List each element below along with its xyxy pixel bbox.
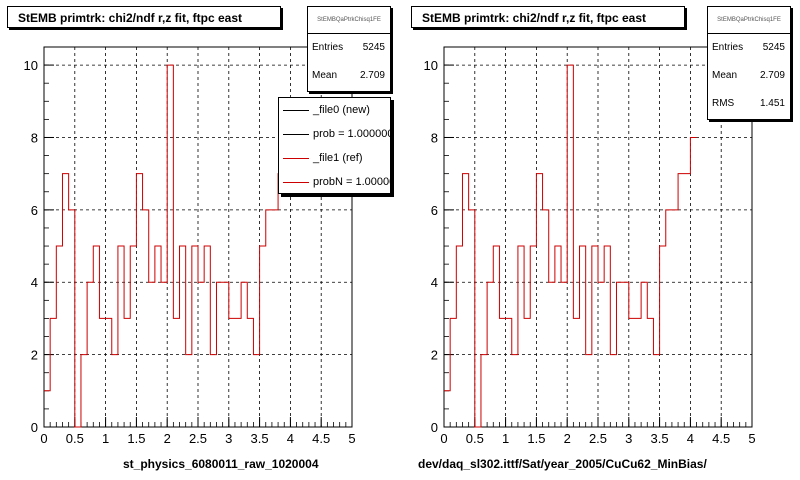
legend-line-prob — [283, 134, 309, 135]
right-chart-title: StEMB primtrk: chi2/ndf r,z fit, ftpc ea… — [411, 6, 685, 28]
left-x-axis-label: st_physics_6080011_raw_1020004 — [123, 457, 319, 471]
right-x-tick-label: 2 — [564, 431, 571, 446]
left-chart-title-text: StEMB primtrk: chi2/ndf r,z fit, ftpc ea… — [18, 11, 243, 25]
left-x-tick-label: 4 — [287, 431, 294, 446]
right-x-tick-label: 2.5 — [589, 431, 607, 446]
right-stats-mean-value: 2.709 — [759, 70, 785, 81]
right-x-tick-label: 4.5 — [712, 431, 730, 446]
right-x-tick-label: 1.5 — [527, 431, 545, 446]
legend-label-file0: _file0 (new) — [313, 104, 370, 116]
left-y-tick-label: 8 — [31, 130, 38, 145]
legend-line-file1 — [283, 158, 309, 159]
right-histogram-series — [444, 64, 697, 428]
right-x-axis-label: dev/daq_sl302.ittf/Sat/year_2005/CuCu62_… — [418, 457, 707, 471]
right-y-tick-label: 8 — [431, 130, 438, 145]
left-x-tick-label: 1.5 — [127, 431, 145, 446]
right-stats-mean-label: Mean — [712, 70, 738, 81]
left-stats-mean-row: Mean 2.709 — [308, 62, 390, 90]
left-x-tick-label: 2.5 — [189, 431, 207, 446]
left-y-tick-label: 10 — [24, 58, 38, 73]
legend-label-file1: _file1 (ref) — [313, 152, 363, 164]
right-stats-entries-label: Entries — [712, 42, 744, 53]
right-y-tick-label: 4 — [431, 275, 438, 290]
left-y-tick-label: 0 — [31, 420, 38, 435]
left-stats-box: StEMBQaPtrkChisq1FE Entries 5245 Mean 2.… — [307, 6, 391, 92]
left-y-tick-label: 4 — [31, 275, 38, 290]
legend-entry-prob: prob = 1.000000 — [279, 122, 390, 146]
right-y-tick-label: 10 — [424, 58, 438, 73]
left-x-tick-label: 1 — [102, 431, 109, 446]
right-x-tick-label: 0.5 — [466, 431, 484, 446]
right-x-tick-label: 0 — [440, 431, 447, 446]
left-x-tick-label: 0 — [40, 431, 47, 446]
right-chart-title-text: StEMB primtrk: chi2/ndf r,z fit, ftpc ea… — [422, 11, 647, 25]
right-stats-box: StEMBQaPtrkChisq1FE Entries 5245 Mean 2.… — [707, 6, 791, 120]
left-x-tick-label: 5 — [348, 431, 355, 446]
legend-label-probn: probN = 1.000000 — [313, 176, 390, 188]
right-stats-rms-label: RMS — [712, 98, 735, 109]
left-x-tick-label: 0.5 — [66, 431, 84, 446]
legend-line-probn — [283, 182, 309, 183]
right-stats-rms-value: 1.451 — [759, 98, 785, 109]
legend-entry-file1: _file1 (ref) — [279, 146, 390, 170]
right-stats-name: StEMBQaPtrkChisq1FE — [708, 7, 790, 34]
right-x-tick-label: 3.5 — [651, 431, 669, 446]
left-y-tick-label: 6 — [31, 203, 38, 218]
left-x-tick-label: 3.5 — [251, 431, 269, 446]
left-chart-title: StEMB primtrk: chi2/ndf r,z fit, ftpc ea… — [7, 6, 281, 28]
right-x-tick-label: 1 — [502, 431, 509, 446]
right-y-tick-label: 0 — [431, 420, 438, 435]
right-y-tick-label: 2 — [431, 348, 438, 363]
right-stats-entries-row: Entries 5245 — [708, 34, 790, 62]
legend-entry-probn: probN = 1.000000 — [279, 170, 390, 193]
right-stats-rms-row: RMS 1.451 — [708, 90, 790, 118]
left-legend: _file0 (new) prob = 1.000000 _file1 (ref… — [278, 97, 391, 194]
legend-line-file0 — [283, 110, 309, 111]
left-stats-mean-label: Mean — [312, 70, 338, 81]
left-stats-name: StEMBQaPtrkChisq1FE — [308, 7, 390, 34]
left-histogram-series — [44, 64, 297, 428]
right-x-tick-label: 4 — [687, 431, 694, 446]
left-stats-entries-row: Entries 5245 — [308, 34, 390, 62]
right-stats-mean-row: Mean 2.709 — [708, 62, 790, 90]
legend-label-prob: prob = 1.000000 — [313, 128, 391, 140]
left-stats-entries-value: 5245 — [362, 42, 385, 53]
right-stats-entries-value: 5245 — [762, 42, 785, 53]
right-x-tick-label: 5 — [748, 431, 755, 446]
right-x-tick-label: 3 — [625, 431, 632, 446]
left-x-tick-label: 4.5 — [312, 431, 330, 446]
left-y-tick-label: 2 — [31, 348, 38, 363]
left-x-tick-label: 2 — [164, 431, 171, 446]
left-stats-entries-label: Entries — [312, 42, 344, 53]
left-stats-mean-value: 2.709 — [359, 70, 385, 81]
right-y-tick-label: 6 — [431, 203, 438, 218]
legend-entry-file0: _file0 (new) — [279, 98, 390, 122]
left-x-tick-label: 3 — [225, 431, 232, 446]
